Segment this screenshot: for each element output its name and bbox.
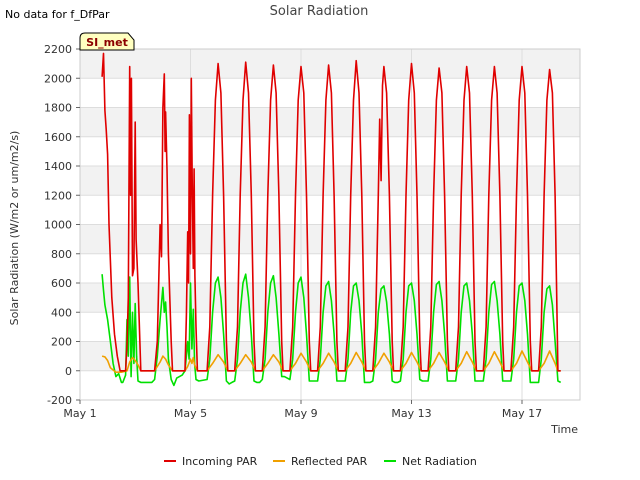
y-axis-ticks: -200 0 200 400 600 800 1000 1200 1400 1600 1800 200…: [44, 43, 80, 407]
x-axis-label: Time: [550, 423, 578, 436]
y-tick-label: 1400: [44, 160, 72, 173]
y-tick-label: 1800: [44, 102, 72, 115]
y-tick-label: 1600: [44, 131, 72, 144]
background-band: [80, 224, 580, 254]
y-tick-label: 2200: [44, 43, 72, 56]
series-lines: [101, 52, 562, 387]
legend-label-reflected-par: Reflected PAR: [291, 455, 368, 468]
y-tick-label: -200: [47, 394, 72, 407]
legend: Incoming PAR Reflected PAR Net Radiation: [164, 455, 477, 468]
x-tick-label: May 17: [502, 407, 542, 420]
no-data-notice: No data for f_DfPar: [5, 8, 110, 21]
plot-background-bands: [80, 49, 580, 371]
x-axis-ticks: May 1 May 5 May 9 May 13 May 17: [63, 400, 542, 420]
background-band: [80, 166, 580, 196]
y-axis-label: Solar Radiation (W/m2 or um/m2/s): [8, 131, 21, 326]
y-tick-label: 600: [51, 277, 72, 290]
site-badge-label: SI_met: [86, 36, 128, 49]
background-band: [80, 107, 580, 137]
series-line-net-radiation: [101, 273, 562, 387]
y-tick-label: 200: [51, 336, 72, 349]
y-tick-label: 800: [51, 248, 72, 261]
y-tick-label: 400: [51, 306, 72, 319]
y-tick-label: 1000: [44, 219, 72, 232]
legend-label-incoming-par: Incoming PAR: [182, 455, 258, 468]
legend-label-net-radiation: Net Radiation: [402, 455, 477, 468]
y-tick-label: 0: [65, 365, 72, 378]
x-tick-label: May 9: [284, 407, 317, 420]
x-tick-label: May 5: [174, 407, 207, 420]
series-line-incoming-par: [101, 52, 561, 372]
site-badge: SI_met: [79, 32, 135, 51]
x-tick-label: May 13: [391, 407, 431, 420]
y-tick-label: 2000: [44, 72, 72, 85]
y-tick-label: 1200: [44, 189, 72, 202]
x-tick-label: May 1: [63, 407, 96, 420]
chart-title: Solar Radiation: [270, 4, 369, 19]
